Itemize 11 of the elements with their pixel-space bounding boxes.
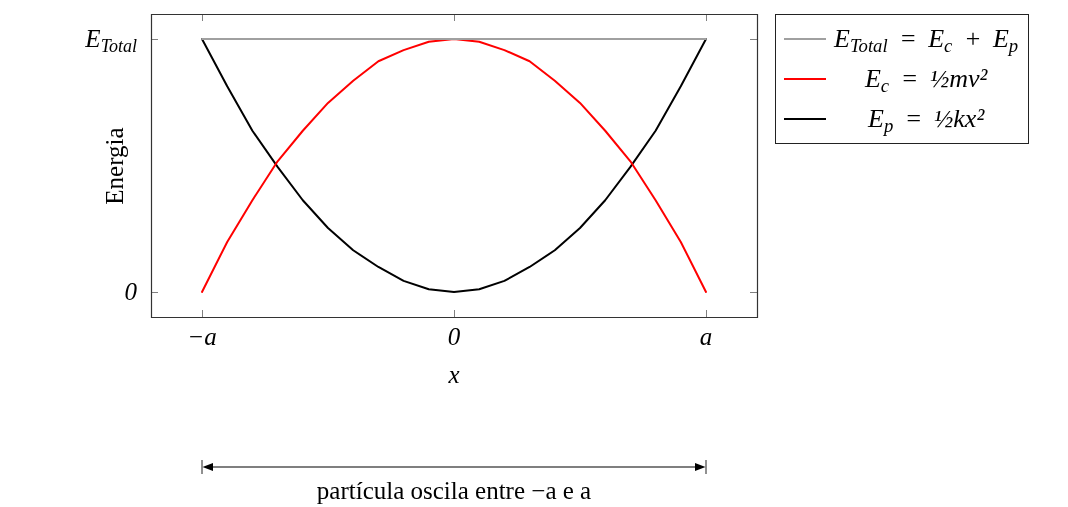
x-axis-title: x (448, 361, 460, 389)
y-axis-title: Energia (101, 126, 129, 205)
text: 0 (124, 278, 137, 306)
legend-label: E$_{c}$ = ½mv² (863, 64, 989, 96)
text: E$_{Total}$ (85, 25, 137, 56)
legend-label: E$_{Total}$ = E$_{c}$ + E$_{p}$ (834, 24, 1019, 56)
x-tick-label: a (699, 323, 713, 351)
x-tick-label: 0 (447, 323, 461, 351)
x-tick-label: −a (187, 323, 217, 351)
legend-label: E$_{p}$ = ½kx² (866, 104, 986, 136)
text: partícula oscila entre −a e a (316, 477, 592, 505)
